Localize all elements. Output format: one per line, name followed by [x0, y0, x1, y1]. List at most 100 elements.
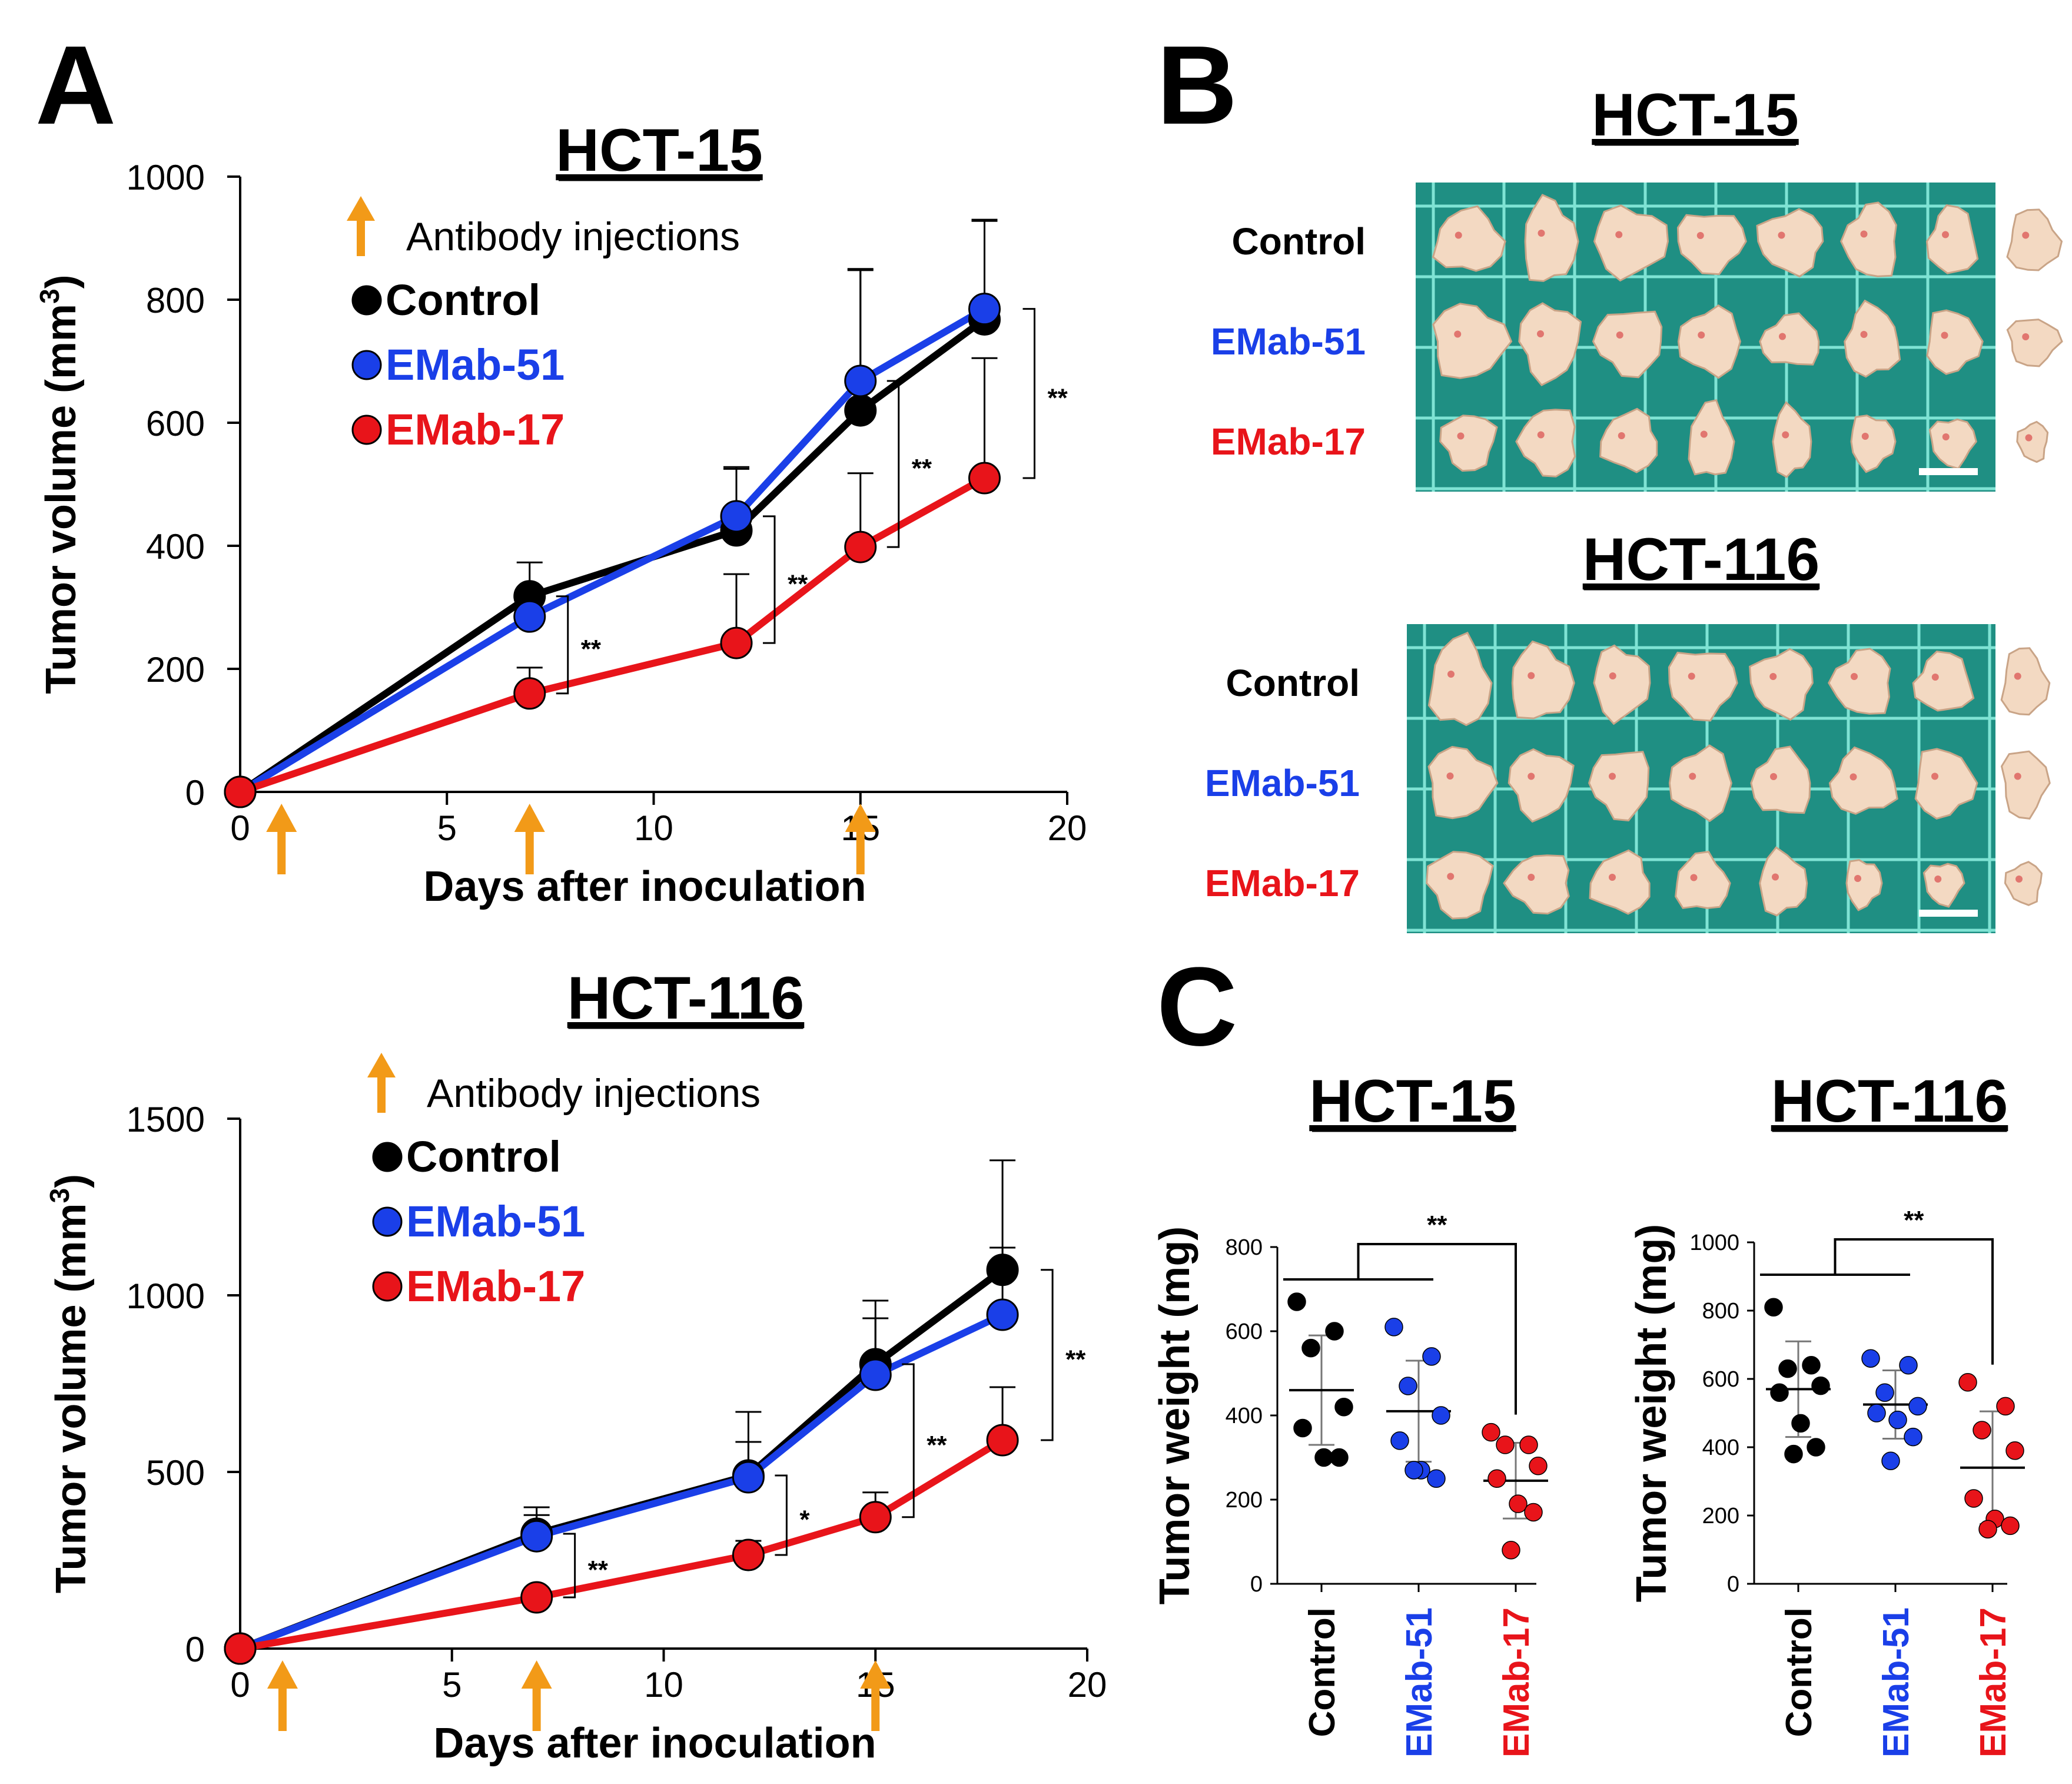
tumor-blood-spot — [1618, 432, 1625, 439]
y-tick-label: 800 — [1702, 1299, 1739, 1324]
significance-bracket — [556, 595, 569, 695]
series-line-control — [238, 1266, 1005, 1652]
tumor-blood-spot — [2025, 434, 2033, 442]
series-line-emab17 — [239, 475, 987, 795]
x-tick-label: 0 — [230, 1665, 250, 1705]
y-tick-label: 600 — [1226, 1319, 1263, 1344]
tumor-blood-spot — [2022, 231, 2030, 239]
weight-point-control — [1334, 1397, 1353, 1417]
weight-point-emab17 — [2005, 1441, 2024, 1460]
weight-point-emab51 — [1427, 1469, 1446, 1488]
tumor-blood-spot — [1528, 772, 1535, 780]
tumor-blood-spot — [2014, 672, 2021, 680]
y-tick-label: 800 — [1226, 1235, 1263, 1260]
scale-bar — [1919, 910, 1978, 917]
tumor-specimen — [1925, 204, 1979, 274]
weight-point-control — [1293, 1418, 1312, 1438]
injection-arrow-head — [845, 804, 876, 832]
significance-label: ** — [912, 454, 932, 483]
tumor-specimen — [1592, 310, 1663, 379]
tumor-specimen — [1926, 309, 1984, 375]
tumor-blood-spot — [1696, 232, 1704, 239]
data-point-emab51 — [859, 1358, 892, 1391]
tumor-blood-spot — [1779, 333, 1786, 340]
injection-arrow-head — [267, 1660, 298, 1689]
y-tick-label: 0 — [1250, 1572, 1263, 1597]
legend-arrow-head — [367, 1053, 396, 1077]
x-axis-label: Days after inoculation — [423, 863, 866, 910]
data-point-emab17 — [968, 462, 1001, 495]
weight-point-control — [1330, 1448, 1349, 1467]
photo-title: HCT-15 — [1592, 81, 1798, 148]
tumor-blood-spot — [1772, 873, 1779, 881]
significance-bracket — [775, 1474, 788, 1556]
weight-significance-label: ** — [1904, 1206, 1924, 1235]
weight-point-emab17 — [1524, 1503, 1543, 1522]
y-tick-label: 200 — [1702, 1504, 1739, 1528]
y-tick-label: 200 — [1226, 1488, 1263, 1513]
legend-injection-label: Antibody injections — [406, 214, 740, 259]
panel-c-letter: C — [1157, 944, 1237, 1069]
tumor-blood-spot — [1688, 672, 1695, 680]
legend-marker-emab17 — [372, 1271, 403, 1302]
significance-label: ** — [1065, 1345, 1086, 1374]
tumor-blood-spot — [1537, 431, 1545, 439]
tumor-blood-spot — [1538, 230, 1545, 237]
hct15-tumor-photo: HCT-15 Control EMab-51 EMab-17 — [1211, 81, 2063, 492]
weight-point-emab51 — [1384, 1318, 1403, 1337]
tumor-blood-spot — [1860, 331, 1868, 338]
y-tick-label: 0 — [185, 1630, 205, 1669]
legend-injection-label: Antibody injections — [427, 1071, 761, 1116]
x-tick-label: 5 — [437, 808, 457, 848]
data-point-emab51 — [732, 1461, 765, 1494]
weight-point-control — [1784, 1444, 1803, 1464]
weight-point-emab51 — [1908, 1397, 1927, 1416]
tumor-blood-spot — [1770, 773, 1777, 780]
tumor-blood-spot — [1690, 874, 1698, 881]
photo-row-label: Control — [1226, 662, 1360, 704]
weight-point-control — [1764, 1298, 1783, 1317]
photo-row-label: EMab-51 — [1211, 320, 1366, 363]
y-tick-label: 500 — [146, 1453, 205, 1493]
category-label-control: Control — [1779, 1607, 1819, 1737]
hct15-weight-chart: HCT-15 0 200 400 600 800 Tumor weight (mg) Cont… — [1151, 1067, 1548, 1758]
x-tick-label: 20 — [1068, 1665, 1107, 1705]
tumor-blood-spot — [1851, 673, 1858, 680]
tumor-blood-spot — [1455, 231, 1462, 239]
weight-point-emab51 — [1390, 1431, 1409, 1450]
series-line-emab17 — [239, 1437, 1005, 1652]
legend-label-emab17: EMab-17 — [386, 405, 565, 454]
tumor-specimen — [1828, 648, 1891, 715]
tumor-specimen — [1518, 302, 1582, 386]
x-tick-label: 5 — [442, 1665, 461, 1705]
weight-point-emab17 — [1978, 1520, 1997, 1538]
weight-significance-label: ** — [1427, 1211, 1447, 1239]
tumor-blood-spot — [2015, 876, 2023, 883]
photo-row-label: Control — [1232, 220, 1366, 263]
tumor-blood-spot — [1457, 432, 1465, 440]
data-point-emab17 — [844, 530, 877, 563]
significance-label: ** — [788, 569, 808, 598]
tumor-blood-spot — [1934, 876, 1942, 883]
weight-point-control — [1778, 1359, 1797, 1378]
significance-bracket — [1022, 308, 1035, 479]
tumor-blood-spot — [1689, 772, 1696, 780]
tumor-specimen — [1668, 651, 1738, 722]
tumor-specimen — [2004, 861, 2043, 906]
tumor-specimen — [1676, 214, 1747, 276]
weight-point-emab17 — [1973, 1421, 1991, 1440]
photo-title: HCT-116 — [1583, 526, 1820, 593]
weight-point-emab17 — [1529, 1457, 1548, 1475]
weight-point-emab51 — [1861, 1349, 1880, 1368]
weight-title: HCT-15 — [1309, 1067, 1516, 1135]
tumor-blood-spot — [1942, 231, 1949, 238]
tumor-specimen — [1844, 299, 1901, 378]
data-point-emab17 — [859, 1501, 892, 1534]
weight-point-emab17 — [1996, 1397, 2015, 1416]
weight-point-emab51 — [1867, 1404, 1886, 1422]
legend-label-control: Control — [406, 1132, 561, 1181]
category-label-control: Control — [1302, 1607, 1343, 1737]
weight-point-control — [1770, 1383, 1789, 1402]
weight-point-emab51 — [1432, 1406, 1450, 1425]
legend-marker-control — [372, 1142, 403, 1172]
